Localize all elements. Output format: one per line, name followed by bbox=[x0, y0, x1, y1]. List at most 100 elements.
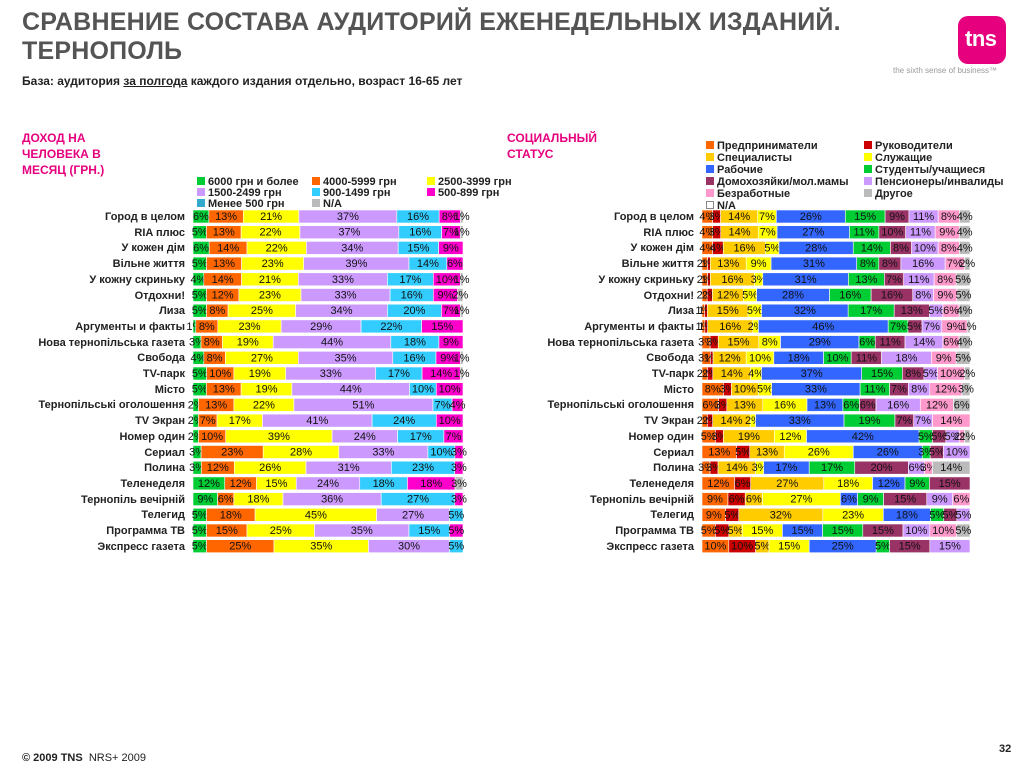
data-label: 18% bbox=[895, 352, 917, 364]
data-label: 14% bbox=[861, 242, 883, 254]
data-label: 14% bbox=[913, 337, 935, 349]
data-label: 8% bbox=[911, 384, 927, 396]
bar-segment bbox=[446, 256, 464, 271]
data-label: 6% bbox=[193, 211, 209, 223]
data-label: 15% bbox=[418, 525, 440, 537]
data-label: 12% bbox=[707, 478, 729, 490]
data-label: 5% bbox=[192, 305, 208, 317]
data-label: 3% bbox=[958, 384, 974, 396]
data-label: 9% bbox=[437, 290, 453, 302]
data-label: 19% bbox=[237, 337, 259, 349]
data-label: 17% bbox=[821, 462, 843, 474]
data-label: 7% bbox=[924, 321, 940, 333]
data-label: 27% bbox=[251, 352, 273, 364]
legend-label: Предприниматели bbox=[717, 140, 818, 152]
data-label: 16% bbox=[912, 258, 934, 270]
data-label: 8% bbox=[207, 352, 223, 364]
data-label: 13% bbox=[215, 211, 237, 223]
data-label: 32% bbox=[794, 305, 816, 317]
data-label: 26% bbox=[808, 447, 830, 459]
bar-segment bbox=[459, 366, 464, 381]
data-label: 5% bbox=[955, 509, 971, 521]
legend-swatch bbox=[706, 153, 714, 161]
bar-segment bbox=[964, 256, 971, 271]
bar-segment bbox=[443, 429, 464, 444]
category-label: RIA плюс bbox=[643, 226, 694, 239]
legend-swatch bbox=[427, 177, 435, 185]
data-label: 35% bbox=[351, 525, 373, 537]
category-label: Місто bbox=[154, 383, 185, 396]
data-label: 8% bbox=[882, 258, 898, 270]
data-label: 3% bbox=[451, 494, 467, 506]
data-label: 44% bbox=[321, 337, 343, 349]
category-label: Лиза bbox=[668, 305, 694, 318]
data-label: 12% bbox=[212, 290, 234, 302]
data-label: 5% bbox=[764, 242, 780, 254]
bar-segment bbox=[438, 335, 464, 349]
legend-swatch bbox=[312, 177, 320, 185]
data-label: 16% bbox=[401, 290, 423, 302]
data-label: 8% bbox=[209, 305, 225, 317]
data-label: 10% bbox=[704, 541, 726, 553]
data-label: 5% bbox=[192, 290, 208, 302]
data-label: 5% bbox=[701, 431, 717, 443]
data-label: 6% bbox=[702, 399, 718, 411]
data-label: 9% bbox=[889, 211, 905, 223]
data-label: 44% bbox=[340, 384, 362, 396]
bar-segment bbox=[956, 523, 971, 538]
category-label: Сериал bbox=[653, 446, 694, 459]
data-label: 37% bbox=[338, 227, 360, 239]
data-label: 5% bbox=[923, 368, 939, 380]
data-label: 14% bbox=[728, 211, 750, 223]
category-label: Город в целом bbox=[614, 211, 694, 223]
data-label: 13% bbox=[734, 399, 756, 411]
data-label: 25% bbox=[270, 525, 292, 537]
data-label: 4% bbox=[957, 242, 973, 254]
data-label: 28% bbox=[782, 290, 804, 302]
data-label: 15% bbox=[216, 525, 238, 537]
data-label: 9% bbox=[443, 242, 459, 254]
bar-segment bbox=[460, 209, 464, 224]
data-label: 4% bbox=[957, 305, 973, 317]
legend-swatch bbox=[864, 165, 872, 173]
legend-swatch bbox=[706, 141, 714, 149]
data-label: 7% bbox=[200, 415, 216, 427]
data-label: 8% bbox=[915, 290, 931, 302]
data-label: 5% bbox=[192, 368, 208, 380]
data-label: 12% bbox=[779, 431, 801, 443]
data-label: 4% bbox=[748, 368, 764, 380]
data-label: 5% bbox=[955, 352, 971, 364]
data-label: 25% bbox=[251, 305, 273, 317]
data-label: 17% bbox=[775, 462, 797, 474]
data-label: 16% bbox=[719, 321, 741, 333]
data-label: 23% bbox=[842, 509, 864, 521]
data-label: 19% bbox=[738, 431, 760, 443]
data-label: 2% bbox=[959, 368, 975, 380]
data-label: 5% bbox=[942, 509, 958, 521]
bar-segment bbox=[435, 382, 464, 397]
data-label: 6% bbox=[447, 258, 463, 270]
legend-item: Руководители bbox=[864, 141, 953, 152]
data-label: 5% bbox=[929, 509, 945, 521]
data-label: 25% bbox=[832, 541, 854, 553]
data-label: 4% bbox=[699, 227, 715, 239]
data-label: 13% bbox=[901, 305, 923, 317]
data-label: 14% bbox=[212, 274, 234, 286]
data-label: 22% bbox=[260, 227, 282, 239]
data-label: 6% bbox=[859, 337, 875, 349]
legend-label: Студенты/учащиеся bbox=[875, 164, 986, 176]
data-label: 33% bbox=[789, 415, 811, 427]
subtitle: База: аудитория за полгода каждого издан… bbox=[22, 74, 462, 88]
data-label: 7% bbox=[759, 211, 775, 223]
data-label: 15% bbox=[717, 305, 739, 317]
legend-item: Специалисты bbox=[706, 153, 792, 164]
bar-segment bbox=[958, 335, 971, 349]
data-label: 15% bbox=[854, 211, 876, 223]
data-label: 34% bbox=[330, 305, 352, 317]
data-label: 31% bbox=[795, 274, 817, 286]
data-label: 13% bbox=[756, 447, 778, 459]
bar-segment bbox=[943, 445, 971, 459]
category-label: Вільне життя bbox=[621, 258, 694, 271]
legend-item: Безработные bbox=[706, 189, 790, 200]
